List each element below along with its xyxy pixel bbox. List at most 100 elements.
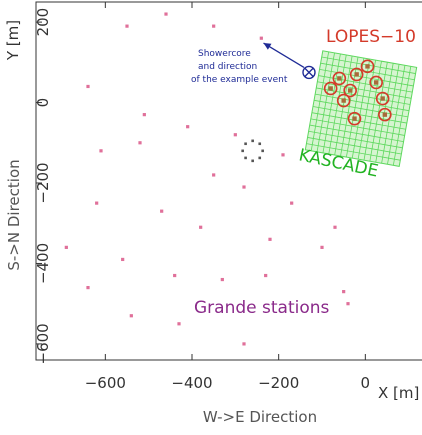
lopes-antenna-ring <box>369 75 383 90</box>
grande-station-marker <box>64 245 68 249</box>
showercore-label-line-2: and direction <box>198 62 257 72</box>
central-station-marker <box>258 156 262 160</box>
grande-station-marker <box>138 141 142 145</box>
lopes-antenna-marker <box>382 112 388 117</box>
grande-station-marker <box>264 273 268 278</box>
grande-station-marker <box>86 84 90 89</box>
grande-station-marker <box>186 125 190 129</box>
grande-station-marker <box>259 36 263 40</box>
kascade-grid-line <box>308 130 403 149</box>
y-tick-label: −400 <box>34 243 52 284</box>
grande-station-marker <box>173 273 177 278</box>
x-unit-label: X [m] <box>378 384 419 402</box>
lopes-antenna-ring <box>375 91 390 106</box>
central-station-marker <box>251 139 254 143</box>
lopes-antenna-ring <box>347 111 362 126</box>
x-tick-label: −400 <box>171 374 212 392</box>
grande-station-marker <box>233 133 237 137</box>
grande-station-marker <box>99 149 103 153</box>
showercore-arrow-head <box>263 43 272 50</box>
grande-station-marker <box>290 201 294 205</box>
grande-station-marker <box>199 225 203 229</box>
grande-station-marker <box>320 245 324 249</box>
grande-station-marker <box>268 237 272 241</box>
lopes-antenna-marker <box>352 116 357 121</box>
x-axis-title: W->E Direction <box>203 408 317 426</box>
grande-station-marker <box>346 302 350 306</box>
showercore-label-line-1: Showercore <box>198 49 251 59</box>
grande-stations-layer <box>64 12 350 346</box>
lopes-antenna-marker <box>380 96 385 101</box>
lopes-antenna-marker <box>328 86 333 91</box>
central-station-marker <box>258 142 262 146</box>
lopes-antenna-ring <box>336 93 351 108</box>
lopes-label: LOPES−10 <box>326 27 416 47</box>
showercore-direction-arrow <box>263 42 305 68</box>
grande-station-marker <box>220 277 224 282</box>
y-tick-label: 200 <box>34 8 52 37</box>
kascade-grid-line <box>392 66 412 166</box>
plot-frame <box>35 1 422 361</box>
grande-station-marker <box>342 290 346 294</box>
kascade-grid-line <box>313 99 409 118</box>
x-tick-label: 0 <box>361 374 371 392</box>
grande-stations-label: Grande stations <box>194 298 330 318</box>
y-ticks: 200 0 −200 −400 −600 <box>34 8 52 365</box>
y-tick-label: −600 <box>34 323 52 364</box>
y-tick-label: −200 <box>34 162 52 203</box>
grande-station-marker <box>281 153 285 157</box>
showercore-layer <box>263 42 316 80</box>
grande-station-marker <box>121 257 125 262</box>
y-tick-label: 0 <box>34 98 52 108</box>
lopes-antennas-layer <box>323 59 392 126</box>
grande-station-marker <box>177 322 181 326</box>
kascade-grid-line <box>309 124 404 143</box>
central-station-layer <box>241 139 264 163</box>
grande-station-marker <box>212 173 216 177</box>
lopes-antenna-ring <box>349 67 364 82</box>
y-axis-title: S->N Direction <box>5 159 23 270</box>
central-station-marker <box>261 149 264 153</box>
lopes-antenna-marker <box>354 72 359 77</box>
grande-station-marker <box>142 113 146 117</box>
lopes-antenna-ring <box>323 81 338 96</box>
showercore-label-line-3: of the example event <box>191 75 288 85</box>
central-station-marker <box>244 156 247 160</box>
lopes-antenna-ring <box>360 59 375 74</box>
lopes-antenna-marker <box>337 76 342 81</box>
central-station-marker <box>244 142 247 146</box>
grande-station-marker <box>164 12 168 16</box>
grande-station-marker <box>129 314 133 318</box>
lopes-antenna-ring <box>343 83 357 98</box>
grande-station-marker <box>242 342 246 346</box>
kascade-grid-line <box>311 112 406 130</box>
lopes-antenna-marker <box>341 98 346 103</box>
grande-station-marker <box>95 201 99 205</box>
kascade-grid-line <box>310 118 405 136</box>
x-tick-label: −200 <box>258 374 299 392</box>
grande-station-marker <box>125 24 129 28</box>
kascade-grid-line <box>387 65 406 165</box>
y-unit-label: Y [m] <box>4 20 22 61</box>
grande-station-marker <box>333 225 337 229</box>
kascade-grid-line <box>369 62 388 162</box>
lopes-antenna-ring <box>332 71 347 86</box>
grande-station-marker <box>242 185 246 189</box>
lopes-antenna-marker <box>347 88 353 93</box>
lopes-antenna-marker <box>373 80 379 85</box>
grande-station-marker <box>212 24 216 28</box>
x-ticks: −600 −400 −200 0 <box>85 2 370 392</box>
central-station-marker <box>251 159 254 163</box>
central-station-marker <box>241 149 244 153</box>
showercore-marker <box>302 65 316 80</box>
kascade-grid-line <box>307 137 402 155</box>
lopes-antenna-ring <box>378 107 392 122</box>
grande-station-marker <box>160 209 164 213</box>
x-tick-label: −600 <box>85 374 126 392</box>
grande-station-marker <box>86 285 90 290</box>
lopes-antenna-marker <box>365 64 370 69</box>
showercore-cross-line <box>304 67 314 77</box>
kascade-grid-line <box>306 143 401 161</box>
